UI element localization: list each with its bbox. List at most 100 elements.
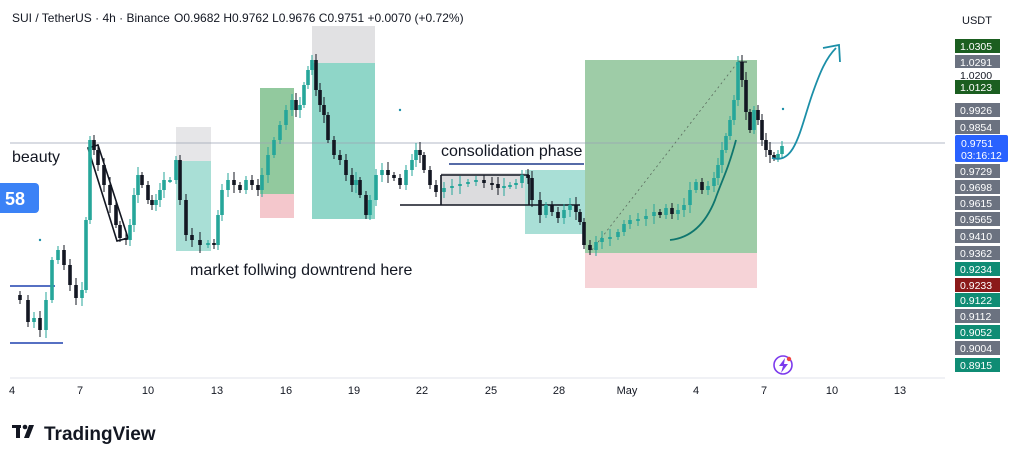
price-tag-value: 1.0291 <box>960 57 992 69</box>
candle <box>700 182 704 190</box>
long-profit-zone-2 <box>260 88 294 194</box>
candle <box>92 140 96 150</box>
candle <box>736 62 740 100</box>
candle <box>190 235 194 240</box>
candle <box>232 180 236 185</box>
candle <box>716 165 720 178</box>
current-price-value: 0.9751 <box>961 138 993 150</box>
x-tick-label: 4 <box>693 385 699 397</box>
candle <box>720 150 724 165</box>
candle <box>84 220 88 290</box>
candle <box>68 265 72 285</box>
candle <box>568 205 572 210</box>
candle <box>260 175 264 190</box>
candle <box>364 195 368 215</box>
price-tag-value: 1.0305 <box>960 41 992 53</box>
x-axis: 4 7 10 13 16 19 22 25 28 May 4 7 10 13 <box>9 385 906 397</box>
candle <box>756 110 760 120</box>
x-tick-label: 7 <box>77 385 83 397</box>
x-tick-label: 10 <box>826 385 838 397</box>
candle <box>550 205 554 212</box>
candle <box>212 243 216 245</box>
candle <box>74 285 78 298</box>
candle <box>428 170 432 185</box>
price-tag <box>955 229 1000 243</box>
candle <box>350 175 354 185</box>
price-tag <box>955 246 1000 260</box>
x-tick-label: 13 <box>894 385 906 397</box>
candle <box>44 300 48 330</box>
candle <box>332 140 336 155</box>
x-tick-label: 10 <box>142 385 154 397</box>
candle <box>772 155 776 158</box>
candle <box>458 184 462 186</box>
candle <box>600 238 604 242</box>
candle <box>526 175 530 178</box>
candle <box>404 170 408 185</box>
price-tag-value: 0.9698 <box>960 182 992 194</box>
x-tick-label: 22 <box>416 385 428 397</box>
candle <box>588 245 592 250</box>
candle <box>474 180 478 182</box>
stop-zone-2 <box>260 194 294 218</box>
candle <box>392 175 396 178</box>
x-tick-label: 4 <box>9 385 15 397</box>
candle <box>226 180 230 190</box>
price-tag-value: 0.9565 <box>960 214 992 226</box>
candle <box>450 186 454 188</box>
candle <box>136 175 140 195</box>
price-tag <box>955 39 1000 53</box>
price-tag <box>955 325 1000 339</box>
price-tag <box>955 68 1000 82</box>
candle <box>374 175 378 200</box>
stop-zone-5 <box>585 253 757 288</box>
svg-text:58: 58 <box>5 189 25 209</box>
lightning-icon[interactable] <box>773 355 793 375</box>
symbol-title: SUI / TetherUS · 4h · Binance <box>12 11 170 25</box>
candle <box>768 150 772 155</box>
short-profit-zone-4 <box>525 170 585 234</box>
price-tag <box>955 212 1000 226</box>
price-tag-value: 0.9854 <box>960 122 992 134</box>
candle-countdown: 03:16:12 <box>961 150 1002 162</box>
price-tag <box>955 180 1000 194</box>
tradingview-logo[interactable]: TradingView <box>12 424 156 445</box>
x-tick-label: 13 <box>211 385 223 397</box>
price-tag-value: 0.9729 <box>960 166 992 178</box>
candle <box>314 60 318 90</box>
candle <box>582 222 586 245</box>
candle <box>578 212 582 222</box>
candle <box>114 205 118 225</box>
candle <box>776 154 780 158</box>
currency-label[interactable]: USDT <box>962 15 992 27</box>
x-tick-label: 7 <box>761 385 767 397</box>
annotation-beauty: beauty <box>12 149 60 166</box>
projection-arrow <box>771 47 837 160</box>
price-tag-value: 0.9004 <box>960 343 992 355</box>
price-tag-value: 1.0123 <box>960 82 992 94</box>
drawn-curves <box>38 43 841 242</box>
price-tag-value: 0.9233 <box>960 280 992 292</box>
short-target-zone-1 <box>176 127 211 161</box>
candle <box>26 300 30 322</box>
candle <box>284 110 288 125</box>
candle <box>398 178 402 185</box>
candle <box>326 115 330 140</box>
price-tag-value: 0.9112 <box>960 311 991 323</box>
annotation-consolidation: consolidation phase <box>441 143 583 160</box>
candle <box>318 90 322 105</box>
candle <box>62 250 66 265</box>
candle <box>140 175 144 185</box>
price-tag <box>955 358 1000 372</box>
candle <box>168 180 172 182</box>
candle <box>556 212 560 218</box>
candle <box>728 120 732 136</box>
price-tag <box>955 309 1000 323</box>
price-tag <box>955 103 1000 117</box>
x-tick-label: 25 <box>485 385 497 397</box>
candle <box>644 216 648 219</box>
candle <box>56 250 60 260</box>
candle <box>748 112 752 130</box>
candle <box>664 208 668 215</box>
